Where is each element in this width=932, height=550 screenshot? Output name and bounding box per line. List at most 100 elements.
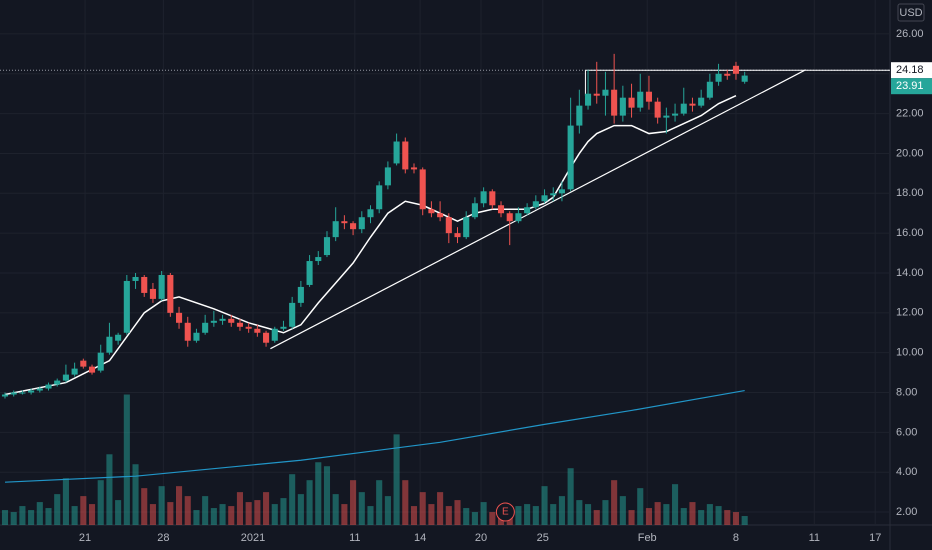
volume-bar bbox=[306, 480, 313, 525]
candle-body bbox=[445, 217, 452, 234]
candle-body bbox=[393, 141, 400, 164]
volume-bar bbox=[471, 512, 478, 525]
volume-bar bbox=[550, 504, 557, 525]
volume-bar bbox=[280, 498, 287, 525]
currency-box bbox=[897, 3, 925, 22]
x-tick-label: 28 bbox=[157, 532, 169, 544]
x-tick-label: 14 bbox=[414, 532, 426, 544]
candle-body bbox=[10, 392, 17, 395]
volume-bar bbox=[672, 484, 679, 525]
volume-bar bbox=[584, 504, 592, 525]
volume-bar bbox=[149, 504, 156, 525]
volume-bar bbox=[419, 492, 426, 525]
candle-body bbox=[471, 203, 478, 218]
candle-body bbox=[106, 336, 113, 353]
candle-body bbox=[541, 195, 548, 202]
volume-bar bbox=[350, 480, 357, 525]
volume-bar bbox=[376, 480, 383, 525]
volume-bar bbox=[724, 510, 731, 525]
volume-bar bbox=[71, 506, 78, 525]
x-tick-label: Feb bbox=[638, 532, 657, 544]
volume-bar bbox=[541, 486, 548, 525]
candle-body bbox=[228, 318, 235, 323]
volume-bar bbox=[410, 506, 418, 525]
y-tick-label: 10.00 bbox=[896, 347, 924, 359]
volume-bar bbox=[515, 506, 522, 525]
candle-body bbox=[593, 93, 600, 96]
volume-bar bbox=[645, 508, 652, 525]
candle-body bbox=[28, 390, 35, 393]
volume-bar bbox=[532, 506, 539, 525]
candle-body bbox=[97, 352, 104, 371]
volume-bar bbox=[141, 488, 148, 525]
candle-body bbox=[332, 221, 339, 238]
volume-bar bbox=[36, 502, 43, 525]
candle-body bbox=[141, 276, 148, 293]
y-tick-label: 12.00 bbox=[896, 307, 924, 319]
candle-body bbox=[602, 89, 609, 96]
candle-body bbox=[628, 97, 635, 108]
candle-body bbox=[219, 318, 226, 321]
volume-bar bbox=[62, 478, 69, 525]
candle-body bbox=[663, 115, 670, 118]
volume-bar bbox=[602, 500, 609, 525]
candle-body bbox=[654, 101, 661, 118]
volume-bar bbox=[384, 496, 391, 525]
candle-body bbox=[254, 328, 261, 333]
candle-body bbox=[54, 380, 61, 385]
candle-body bbox=[689, 103, 696, 106]
y-tick-label: 16.00 bbox=[896, 227, 924, 239]
candle-body bbox=[384, 167, 391, 186]
volume-bar bbox=[732, 512, 740, 525]
candle-body bbox=[367, 209, 374, 218]
candle-body bbox=[524, 207, 531, 214]
y-tick-label: 8.00 bbox=[896, 386, 917, 398]
candle-body bbox=[193, 332, 200, 341]
volume-bar bbox=[10, 512, 17, 525]
candle-body bbox=[167, 274, 174, 313]
candle-body bbox=[123, 280, 130, 333]
x-tick-label: 20 bbox=[475, 532, 487, 544]
volume-bar bbox=[680, 508, 687, 525]
candle-body bbox=[550, 193, 557, 196]
volume-bar bbox=[263, 492, 270, 525]
candle-body bbox=[645, 91, 652, 102]
y-tick-label: 20.00 bbox=[896, 147, 924, 159]
candle-body bbox=[506, 213, 513, 222]
volume-bar bbox=[175, 486, 183, 525]
candle-body bbox=[558, 189, 565, 194]
candle-body bbox=[341, 221, 348, 224]
volume-bar bbox=[332, 494, 339, 525]
candle-body bbox=[410, 167, 418, 170]
candle-body bbox=[36, 388, 43, 391]
volume-bar bbox=[167, 502, 174, 525]
x-tick-label: 11 bbox=[349, 532, 360, 544]
x-tick-label: 25 bbox=[537, 532, 549, 544]
volume-bar bbox=[289, 474, 296, 525]
volume-bar bbox=[654, 502, 661, 525]
candle-body bbox=[280, 326, 287, 329]
candle-body bbox=[497, 205, 505, 214]
volume-bar bbox=[123, 394, 130, 525]
candle-body bbox=[637, 91, 644, 108]
x-tick-label: 2021 bbox=[241, 532, 265, 544]
volume-bar bbox=[663, 504, 670, 525]
candle-body bbox=[271, 328, 278, 341]
y-tick-label: 26.00 bbox=[896, 28, 924, 40]
candle-body bbox=[724, 73, 731, 76]
volume-bar bbox=[358, 492, 365, 525]
candle-body bbox=[297, 286, 304, 303]
volume-bar bbox=[1, 510, 9, 525]
candle-body bbox=[62, 374, 69, 381]
candle-body bbox=[428, 209, 435, 214]
candle-body bbox=[236, 322, 244, 327]
resistance-label: 24.18 bbox=[896, 64, 924, 76]
candle-body bbox=[245, 326, 252, 329]
volume-bar bbox=[184, 496, 191, 525]
volume-bar bbox=[45, 508, 52, 525]
volume-bar bbox=[480, 502, 487, 525]
candle-body bbox=[567, 125, 574, 190]
candle-body bbox=[619, 97, 626, 116]
volume-bar bbox=[567, 468, 574, 525]
